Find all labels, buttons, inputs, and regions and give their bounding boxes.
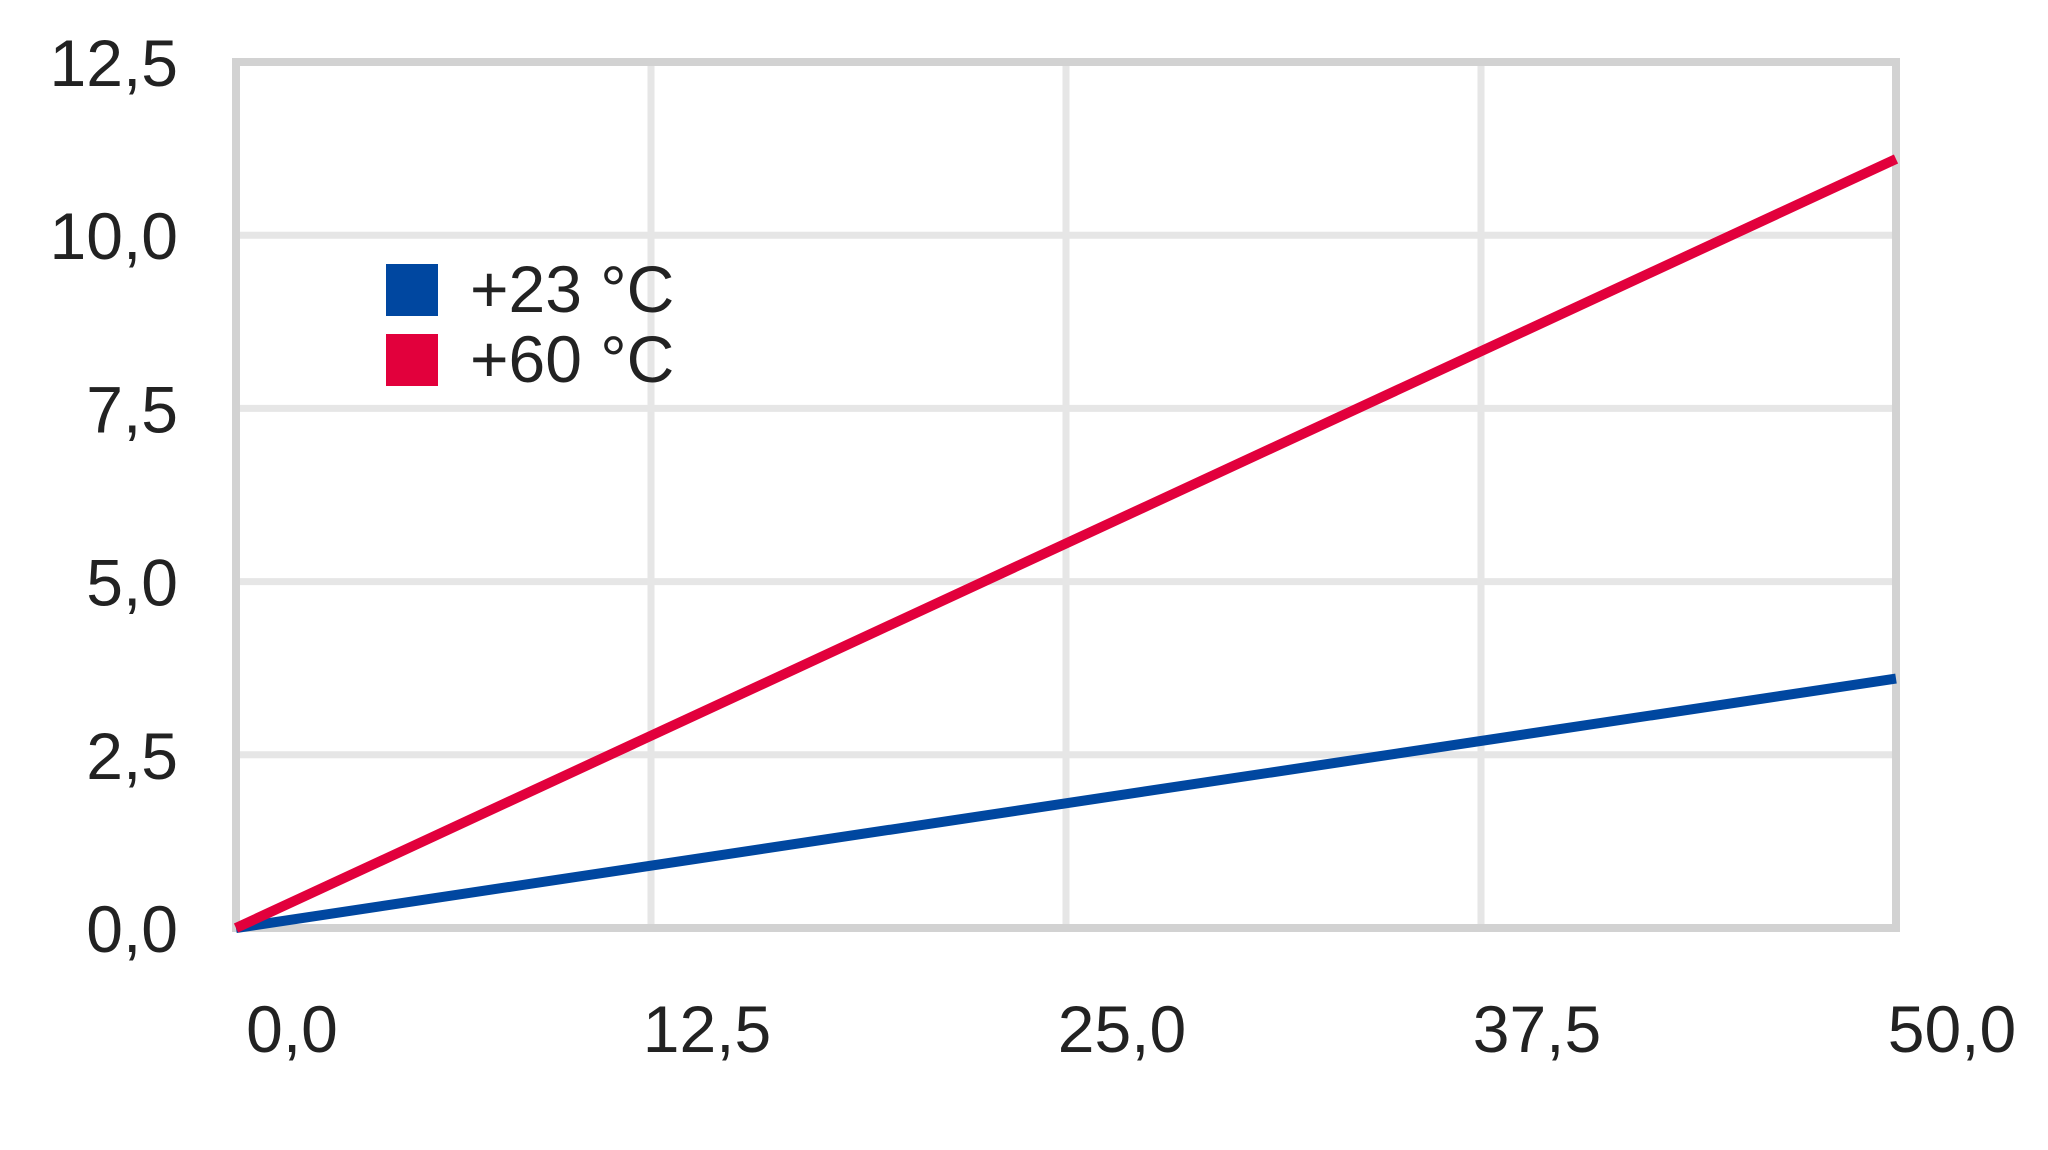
legend: +23 °C+60 °C (386, 252, 674, 396)
x-tick-label: 37,5 (1473, 992, 1601, 1066)
y-tick-label: 5,0 (86, 546, 178, 620)
x-tick-label: 0,0 (246, 992, 338, 1066)
grid-lines (236, 62, 1896, 928)
y-tick-label: 0,0 (86, 892, 178, 966)
legend-swatch (386, 334, 438, 386)
y-tick-label: 10,0 (50, 199, 178, 273)
x-axis-tick-labels: 0,0 12,5 25,0 37,5 50,0 (246, 992, 2016, 1066)
series-line-1 (235, 673, 1897, 933)
legend-label: +60 °C (470, 322, 674, 396)
plot-frame (232, 58, 1900, 932)
legend-label: +23 °C (470, 252, 674, 326)
series-line-2 (233, 154, 1899, 933)
legend-swatch (386, 264, 438, 316)
y-tick-label: 2,5 (86, 719, 178, 793)
y-axis-tick-labels: 0,0 2,5 5,0 7,5 10,0 12,5 (50, 26, 178, 966)
x-tick-label: 50,0 (1888, 992, 2016, 1066)
series-lines (233, 154, 1899, 933)
x-tick-label: 25,0 (1058, 992, 1186, 1066)
x-tick-label: 12,5 (643, 992, 771, 1066)
y-tick-label: 12,5 (50, 26, 178, 100)
y-tick-label: 7,5 (86, 372, 178, 446)
